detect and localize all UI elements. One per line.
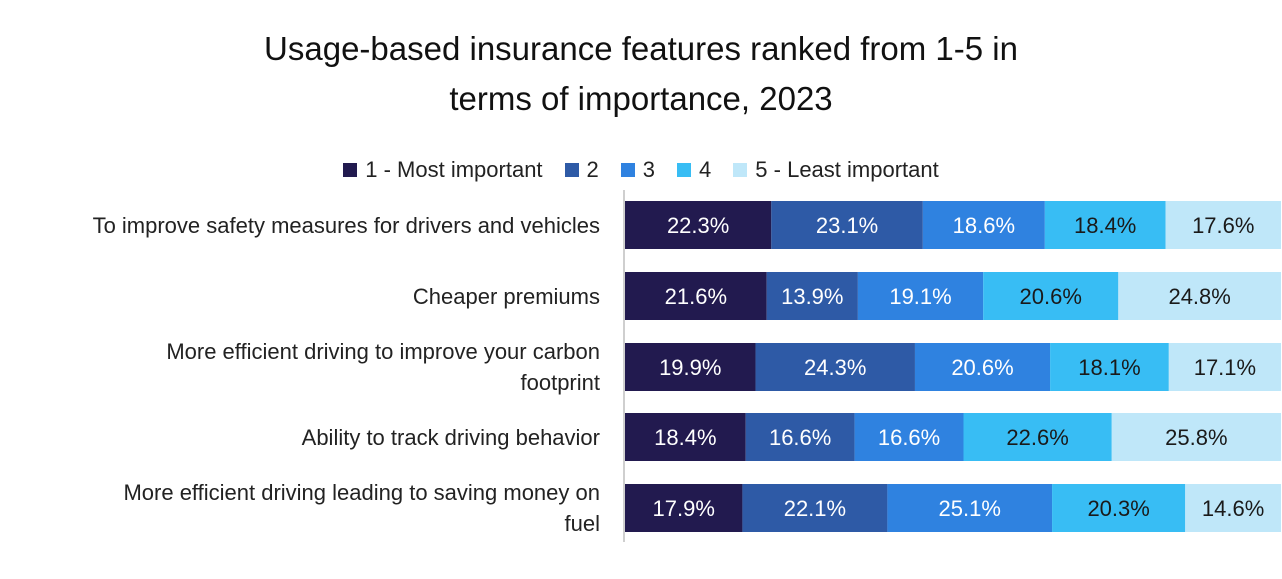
category-axis-line xyxy=(623,190,625,542)
bar-segment-r1-s3 xyxy=(922,201,1045,249)
legend-item-5: 5 - Least important xyxy=(733,157,939,183)
legend-swatch-3 xyxy=(620,163,635,177)
data-label-r3-s2: 24.3% xyxy=(804,355,866,380)
bar-segment-r1-s4 xyxy=(1044,201,1166,249)
data-label-r3-s5: 17.1% xyxy=(1194,355,1256,380)
data-label-r2-s5: 24.8% xyxy=(1168,284,1230,309)
data-label-r5-s1: 17.9% xyxy=(653,496,715,521)
bar-segment-r5-s3 xyxy=(887,484,1053,532)
legend-label-2: 2 xyxy=(586,157,599,182)
data-label-r5-s4: 20.3% xyxy=(1087,496,1149,521)
legend-swatch-5 xyxy=(733,163,748,177)
bar-segment-r3-s5 xyxy=(1168,343,1281,391)
bar-segment-r5-s2 xyxy=(742,484,888,532)
data-label-r4-s2: 16.6% xyxy=(769,425,831,450)
category-label-3-line-1: More efficient driving to improve your c… xyxy=(166,339,600,364)
data-label-r4-s3: 16.6% xyxy=(878,425,940,450)
legend-swatch-2 xyxy=(564,163,579,177)
bar-segment-r2-s5 xyxy=(1118,272,1281,320)
bar-segment-r3-s4 xyxy=(1050,343,1169,391)
legend-item-3: 3 xyxy=(620,157,656,183)
data-label-r5-s2: 22.1% xyxy=(784,496,846,521)
chart-title-line-1: Usage-based insurance features ranked fr… xyxy=(264,30,1018,67)
data-label-r1-s2: 23.1% xyxy=(816,213,878,238)
data-label-r1-s5: 17.6% xyxy=(1192,213,1254,238)
data-label-r5-s3: 25.1% xyxy=(939,496,1001,521)
data-label-r4-s5: 25.8% xyxy=(1165,425,1227,450)
category-label-5-line-1: More efficient driving leading to saving… xyxy=(123,480,600,505)
bar-segment-r2-s1 xyxy=(625,272,767,320)
bar-segment-r1-s5 xyxy=(1165,201,1281,249)
bar-segment-r5-s5 xyxy=(1185,484,1281,532)
bar-segment-r3-s2 xyxy=(755,343,915,391)
bar-segment-r4-s2 xyxy=(745,413,855,461)
legend-label-5: 5 - Least important xyxy=(755,157,939,182)
legend-item-4: 4 xyxy=(677,157,711,183)
data-label-r2-s2: 13.9% xyxy=(781,284,843,309)
bar-segment-r4-s1 xyxy=(625,413,746,461)
chart-title: Usage-based insurance features ranked fr… xyxy=(0,24,1282,124)
category-label-2: Cheaper premiums xyxy=(0,281,600,312)
bar-segment-r1-s2 xyxy=(771,201,923,249)
bar-segment-r5-s4 xyxy=(1052,484,1186,532)
data-label-r4-s4: 22.6% xyxy=(1006,425,1068,450)
legend-item-1: 1 - Most important xyxy=(343,157,543,183)
legend-label-1: 1 - Most important xyxy=(365,157,543,182)
bar-segment-r3-s1 xyxy=(625,343,756,391)
bar-segment-r3-s3 xyxy=(914,343,1051,391)
category-label-3-line-2: footprint xyxy=(520,370,601,395)
data-label-r1-s3: 18.6% xyxy=(953,213,1015,238)
data-label-r2-s3: 19.1% xyxy=(889,284,951,309)
legend-item-2: 2 xyxy=(564,157,599,183)
bar-segment-r2-s4 xyxy=(983,272,1119,320)
bar-segment-r4-s4 xyxy=(963,413,1112,461)
category-label-5-line-2: fuel xyxy=(564,511,600,536)
bar-segment-r4-s5 xyxy=(1111,413,1281,461)
data-label-r3-s1: 19.9% xyxy=(659,355,721,380)
data-label-r1-s4: 18.4% xyxy=(1074,213,1136,238)
bar-segment-r2-s2 xyxy=(766,272,858,320)
data-label-r2-s4: 20.6% xyxy=(1020,284,1082,309)
data-label-r3-s3: 20.6% xyxy=(951,355,1013,380)
category-label-2-line-1: Cheaper premiums xyxy=(412,283,600,309)
category-label-4-line-1: Ability to track driving behavior xyxy=(301,424,600,450)
category-label-5: More efficient driving leading to saving… xyxy=(0,477,600,539)
data-label-r3-s4: 18.1% xyxy=(1078,355,1140,380)
legend-label-3: 3 xyxy=(642,157,656,182)
bar-segment-r5-s1 xyxy=(625,484,743,532)
legend-swatch-1 xyxy=(343,163,358,177)
data-label-r2-s1: 21.6% xyxy=(665,284,727,309)
bar-segment-r2-s3 xyxy=(857,272,984,320)
chart-title-line-2: terms of importance, 2023 xyxy=(449,80,833,117)
legend: 1 - Most important 2 3 4 5 - Least impor… xyxy=(0,157,1282,183)
category-label-1-line-1: To improve safety measures for drivers a… xyxy=(92,212,600,238)
legend-swatch-4 xyxy=(677,163,692,177)
data-label-r5-s5: 14.6% xyxy=(1202,496,1264,521)
category-label-3: More efficient driving to improve your c… xyxy=(0,336,600,398)
data-label-r1-s1: 22.3% xyxy=(667,213,729,238)
data-label-r4-s1: 18.4% xyxy=(654,425,716,450)
bar-segment-r4-s3 xyxy=(854,413,964,461)
bar-segment-r1-s1 xyxy=(625,201,772,249)
category-label-4: Ability to track driving behavior xyxy=(0,422,600,453)
category-label-1: To improve safety measures for drivers a… xyxy=(0,210,600,241)
legend-label-4: 4 xyxy=(699,157,712,182)
